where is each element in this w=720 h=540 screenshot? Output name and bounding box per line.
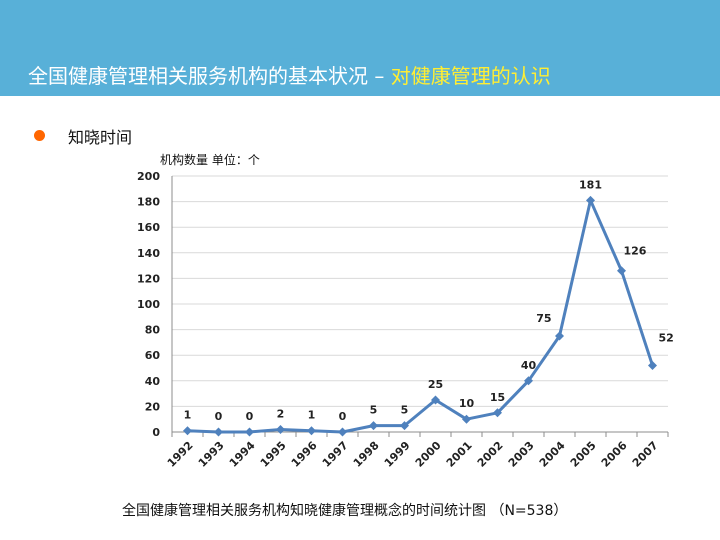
data-point xyxy=(586,195,595,205)
data-label: 181 xyxy=(579,178,602,191)
y-tick-label: 100 xyxy=(137,298,160,311)
x-tick-label: 1993 xyxy=(196,439,227,470)
data-point xyxy=(648,360,657,370)
data-label: 2 xyxy=(277,407,285,420)
data-point xyxy=(245,427,254,437)
y-tick-label: 60 xyxy=(145,349,161,362)
data-point xyxy=(183,426,192,436)
x-tick-label: 2002 xyxy=(475,439,506,470)
title-dash: – xyxy=(368,64,391,88)
header-bar: 全国健康管理相关服务机构的基本状况 – 对健康管理的认识 xyxy=(0,0,720,96)
data-point xyxy=(555,331,564,341)
data-label: 5 xyxy=(401,404,409,417)
data-point xyxy=(338,427,347,437)
bullet-label: 知晓时间 xyxy=(68,128,133,147)
data-label: 0 xyxy=(215,410,223,423)
data-label: 5 xyxy=(370,404,378,417)
data-label: 0 xyxy=(246,410,254,423)
data-point xyxy=(369,421,378,431)
data-point xyxy=(617,266,626,276)
data-label: 75 xyxy=(536,312,551,325)
data-label: 52 xyxy=(659,331,674,344)
data-point xyxy=(276,424,285,434)
y-tick-label: 200 xyxy=(137,170,160,183)
x-tick-label: 2004 xyxy=(537,439,568,470)
y-tick-label: 120 xyxy=(137,272,160,285)
data-label: 40 xyxy=(521,359,537,372)
y-tick-label: 160 xyxy=(137,221,160,234)
x-tick-label: 1994 xyxy=(227,439,258,470)
chart-caption: 全国健康管理相关服务机构知晓健康管理概念的时间统计图 （N=538） xyxy=(122,503,568,519)
data-point xyxy=(307,426,316,436)
x-tick-label: 1996 xyxy=(289,439,320,470)
slide-title: 全国健康管理相关服务机构的基本状况 – 对健康管理的认识 xyxy=(28,60,551,89)
data-point xyxy=(431,395,440,405)
y-tick-label: 180 xyxy=(137,196,160,209)
y-tick-label: 140 xyxy=(137,247,160,260)
x-tick-label: 1999 xyxy=(382,439,413,470)
y-tick-label: 20 xyxy=(145,400,161,413)
y-tick-label: 0 xyxy=(152,426,160,439)
data-label: 0 xyxy=(339,410,347,423)
data-point xyxy=(524,376,533,386)
x-tick-label: 1992 xyxy=(165,439,196,470)
data-label: 25 xyxy=(428,378,443,391)
x-tick-label: 2003 xyxy=(506,439,537,470)
bullet-dot-icon xyxy=(34,130,45,141)
x-tick-label: 2000 xyxy=(413,439,444,470)
series-line xyxy=(187,198,654,434)
x-tick-label: 2001 xyxy=(444,439,475,470)
data-label: 1 xyxy=(308,409,316,422)
data-label: 15 xyxy=(490,391,505,404)
title-main: 全国健康管理相关服务机构的基本状况 xyxy=(28,64,368,88)
y-tick-label: 80 xyxy=(145,324,161,337)
data-label: 126 xyxy=(624,245,647,258)
title-highlight: 对健康管理的认识 xyxy=(390,64,551,88)
x-tick-label: 1998 xyxy=(351,439,382,470)
data-point xyxy=(214,427,223,437)
x-tick-label: 2007 xyxy=(630,439,661,470)
y-tick-label: 40 xyxy=(145,375,161,388)
x-tick-label: 1995 xyxy=(258,439,289,470)
unit-label: 机构数量 单位：个 xyxy=(160,153,260,167)
x-tick-label: 2006 xyxy=(599,439,630,470)
x-tick-label: 2005 xyxy=(568,439,599,470)
data-point xyxy=(400,421,409,431)
data-label: 10 xyxy=(459,397,475,410)
x-tick-label: 1997 xyxy=(320,439,351,470)
data-point xyxy=(493,408,502,418)
data-point xyxy=(462,414,471,424)
data-label: 1 xyxy=(184,409,192,422)
